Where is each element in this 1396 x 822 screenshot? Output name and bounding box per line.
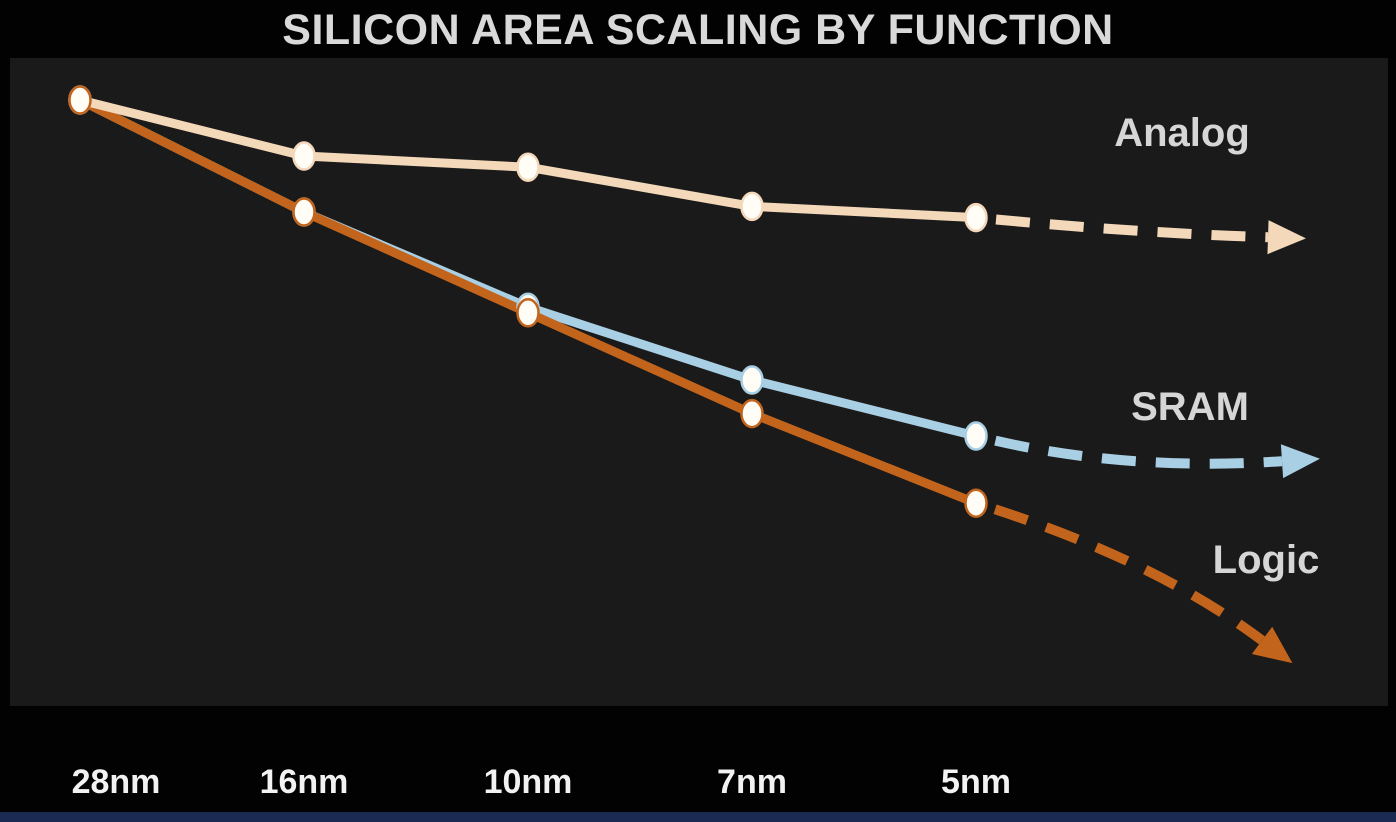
data-point-marker-sram-5nm	[964, 421, 988, 451]
x-axis-label-5nm: 5nm	[941, 763, 1011, 801]
data-point-marker-analog-5nm	[964, 202, 988, 233]
series-arrowhead-sram	[1280, 444, 1320, 479]
chart-title: SILICON AREA SCALING BY FUNCTION	[282, 6, 1114, 54]
series-label-analog: Analog	[1114, 111, 1250, 155]
plot-area	[10, 58, 1388, 706]
x-axis-label-10nm: 10nm	[484, 763, 573, 801]
data-point-marker-analog-16nm	[292, 141, 316, 171]
x-axis-label-7nm: 7nm	[717, 763, 787, 801]
x-axis-label-28nm: 28nm	[72, 763, 161, 801]
data-point-marker-logic-16nm	[292, 197, 316, 227]
data-point-marker-logic-28nm	[68, 85, 92, 115]
series-projection-logic	[974, 498, 1265, 645]
series-label-logic: Logic	[1213, 538, 1320, 582]
series-projection-sram	[974, 431, 1283, 469]
data-point-marker-analog-10nm	[516, 152, 540, 182]
data-point-marker-logic-5nm	[964, 488, 988, 518]
data-point-marker-analog-7nm	[740, 191, 764, 222]
data-point-marker-logic-10nm	[516, 298, 540, 328]
bottom-edge-bar	[0, 812, 1396, 822]
data-point-marker-logic-7nm	[740, 398, 764, 429]
data-point-marker-sram-7nm	[740, 365, 764, 395]
series-projection-analog	[975, 212, 1269, 243]
x-axis-label-16nm: 16nm	[260, 763, 349, 801]
series-label-sram: SRAM	[1131, 385, 1249, 429]
series-arrowhead-analog	[1267, 220, 1306, 255]
series-arrowhead-logic	[1251, 626, 1293, 664]
